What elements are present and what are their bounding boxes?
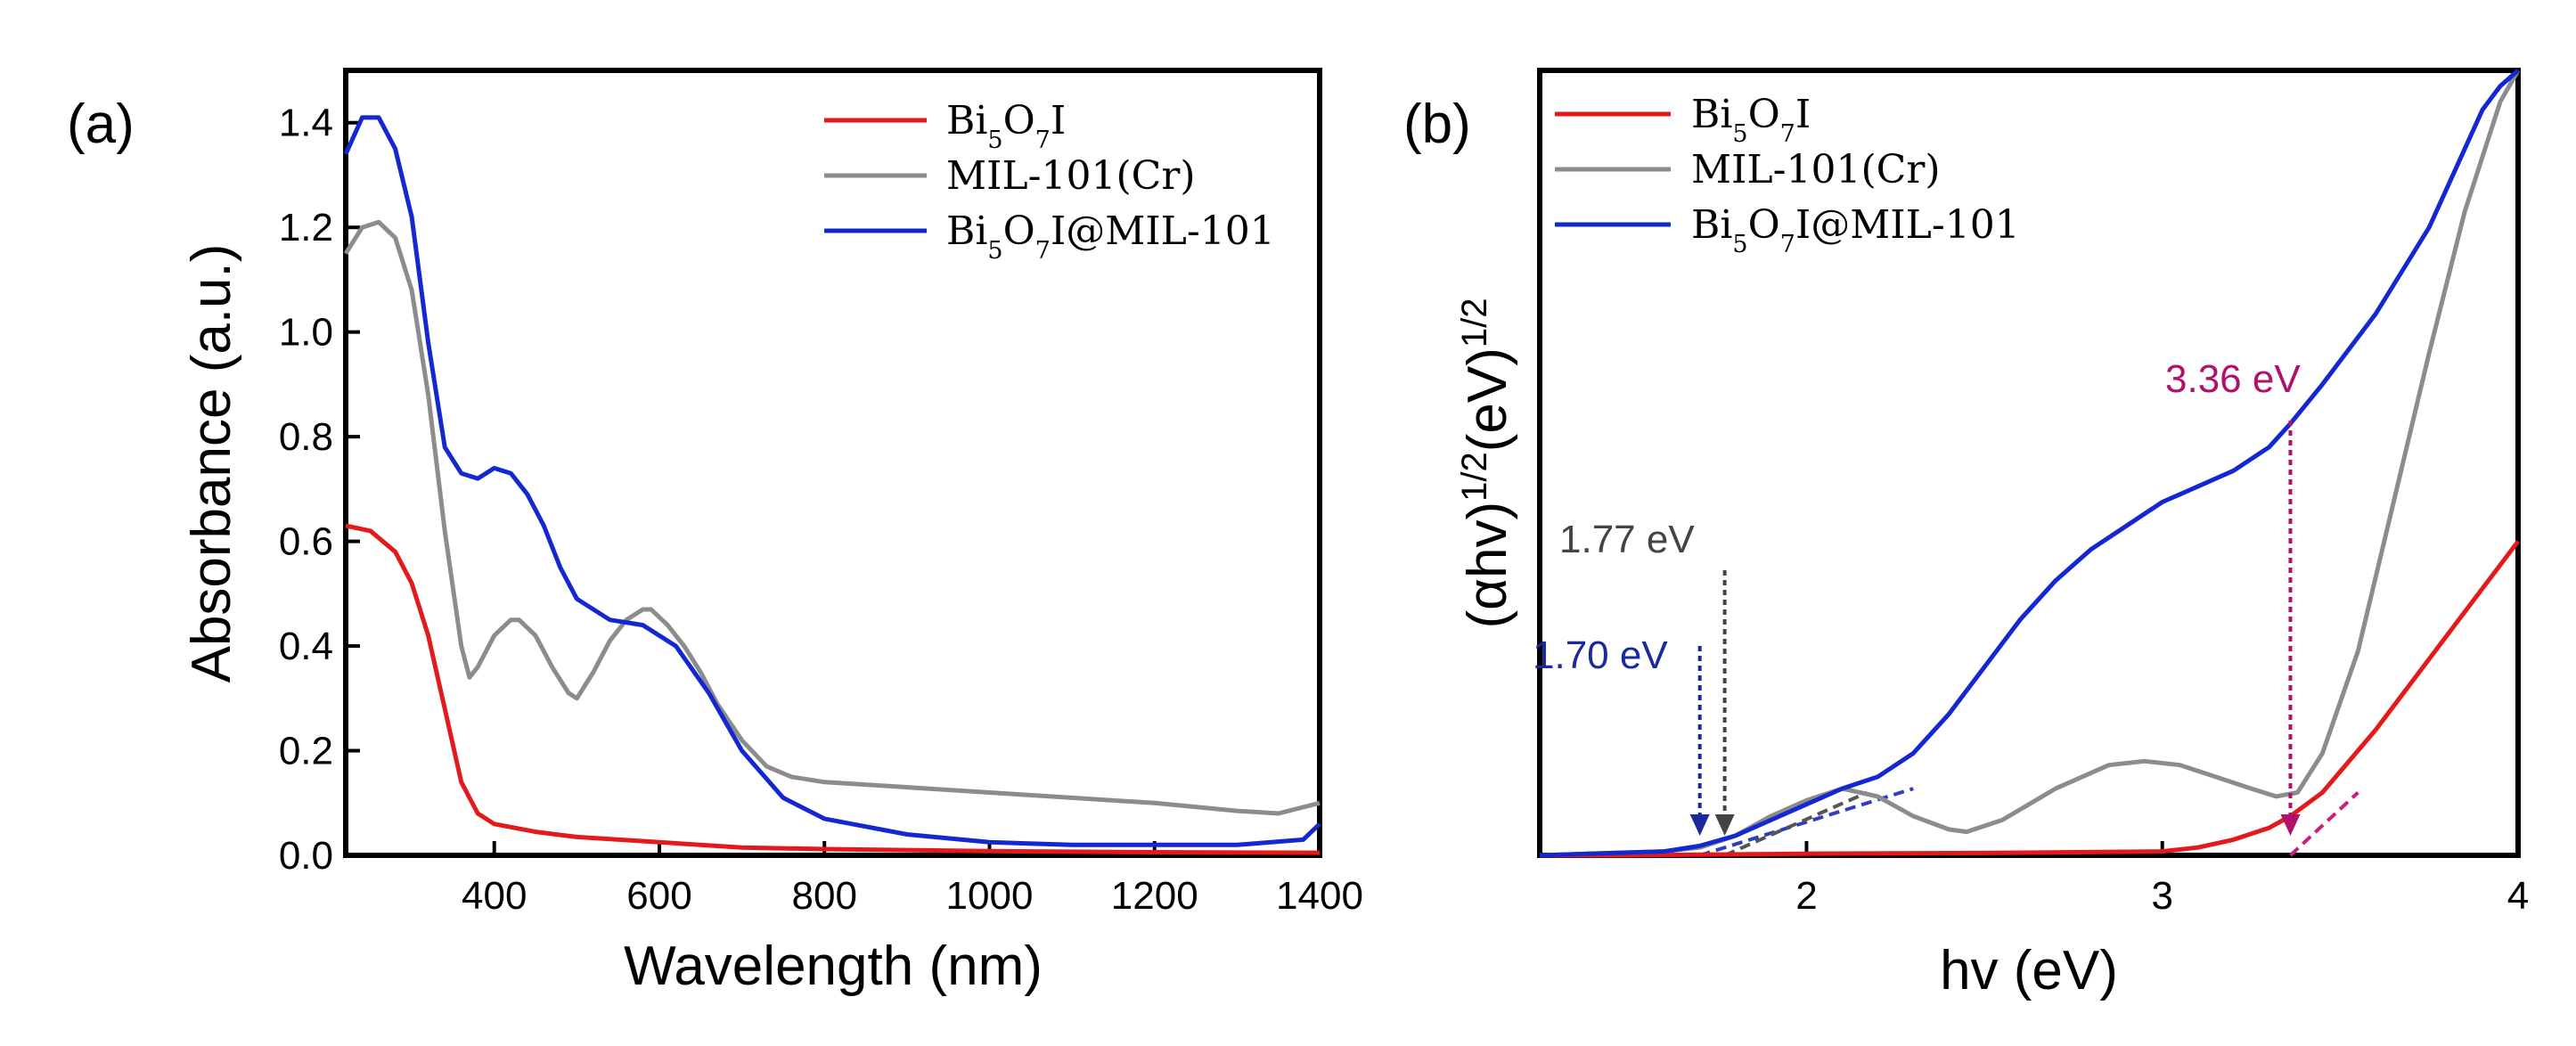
- y-tick-label-1: 0.2: [279, 730, 333, 773]
- panel-b-frame: [1537, 68, 2521, 858]
- annotation-label-0: 1.70 eV: [1533, 633, 1668, 677]
- tangent-line-2: [2289, 791, 2359, 857]
- y-tick-label-5: 1.0: [279, 311, 333, 355]
- y-tick-label-0: 0.0: [279, 834, 333, 878]
- panel-b: (b) 2 3 4 1.70 eV 1.77 eV 3.36 eV Bi5O7IMIL-…: [1403, 68, 2529, 1001]
- series-line-mil-101-cr: [343, 219, 1321, 816]
- y-tick-label-7: 1.4: [279, 102, 333, 145]
- panel-b-tangents: [1699, 787, 2359, 857]
- b-series-line-mil-101-cr: [1539, 69, 2521, 858]
- annotation-label-1: 1.77 eV: [1559, 518, 1695, 561]
- panel-a-ylabel: Absorbance (a.u.): [181, 244, 242, 683]
- annotation-label-2: 3.36 eV: [2165, 357, 2301, 401]
- y-tick-label-4: 0.8: [279, 415, 333, 459]
- panel-a-xlabel: Wavelength (nm): [624, 936, 1043, 997]
- y-tick-label-3: 0.6: [279, 520, 333, 564]
- b-series-line-bi5o7i: [1540, 540, 2520, 858]
- annotation-arrowhead-0: [1689, 814, 1710, 836]
- x-tick-label-1200: 1200: [1111, 874, 1198, 918]
- tangent-line-0: [1699, 787, 1914, 857]
- panel-a-series: [343, 115, 1321, 855]
- b-x-tick-label-2: 2: [1795, 874, 1817, 918]
- tangent-line-1: [1723, 790, 1869, 857]
- b-x-tick-label-3: 3: [2151, 874, 2172, 918]
- b-x-tick-label-4: 4: [2507, 874, 2529, 918]
- annotation-arrowhead-1: [1714, 814, 1735, 836]
- x-tick-label-800: 800: [792, 874, 857, 918]
- panel-a-ticks: 400 600 800 1000 1200 1400 0.0 0.2 0.4 0.6 0.8 1.0 1…: [279, 102, 1363, 918]
- panel-a-label: (a): [67, 94, 135, 155]
- panel-b-annotations: 1.70 eV 1.77 eV 3.36 eV: [1533, 357, 2301, 836]
- panel-b-xlabel: hv (eV): [1940, 940, 2118, 1001]
- legend-label-mil-101-cr: MIL-101(Cr): [946, 153, 1196, 199]
- panel-b-label: (b): [1403, 94, 1471, 155]
- panel-b-ylabel: (αhv)1/2(eV)1/2: [1455, 298, 1518, 629]
- b-legend-label-bi5o7i-mil-101: Bi5O7I@MIL-101: [1691, 202, 2020, 258]
- b-legend-label-mil-101-cr: MIL-101(Cr): [1691, 147, 1941, 192]
- panel-b-ticks: 2 3 4: [1795, 841, 2529, 918]
- panel-b-series: [1539, 69, 2521, 858]
- legend-label-bi5o7i-mil-101: Bi5O7I@MIL-101: [946, 208, 1275, 265]
- annotation-arrowhead-2: [2280, 814, 2301, 836]
- series-line-bi5o7i-mil-101: [343, 115, 1321, 847]
- x-tick-label-600: 600: [626, 874, 691, 918]
- legend-label-bi5o7i: Bi5O7I: [946, 98, 1066, 154]
- x-tick-label-1400: 1400: [1276, 874, 1363, 918]
- b-legend-label-bi5o7i: Bi5O7I: [1691, 92, 1811, 148]
- panel-a-frame: [343, 68, 1322, 858]
- y-tick-label-2: 0.4: [279, 625, 333, 668]
- b-series-line-bi5o7i-mil-101: [1539, 69, 2520, 858]
- x-tick-label-1000: 1000: [946, 874, 1034, 918]
- panel-a: (a) 400 600 800 1000 1200 1400 0.0 0.2 0.4 0.6 0.8…: [67, 68, 1363, 997]
- series-line-bi5o7i: [345, 523, 1321, 855]
- x-tick-label-400: 400: [462, 874, 527, 918]
- y-tick-label-6: 1.2: [279, 206, 333, 249]
